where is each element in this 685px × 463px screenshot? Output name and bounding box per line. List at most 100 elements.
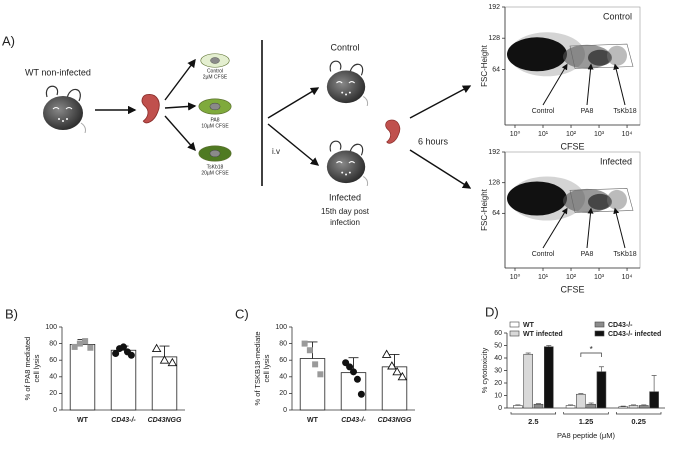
point	[87, 344, 94, 351]
x-tick-label: 10³	[594, 274, 605, 281]
bar	[618, 406, 628, 409]
point	[387, 361, 397, 370]
gate-arrow	[542, 63, 568, 106]
y-tick-label: 20	[279, 390, 287, 397]
x-axis-label: CFSE	[560, 141, 584, 151]
event-cloud	[588, 49, 612, 66]
y-axis-label: % of PA8 mediated	[23, 337, 32, 401]
point	[127, 351, 135, 359]
point	[357, 390, 365, 398]
y-tick-label: 100	[45, 324, 57, 331]
plot-title: Control	[603, 11, 632, 21]
event-cloud	[607, 45, 627, 66]
point	[82, 338, 89, 345]
x-tick-label: 10⁰	[510, 273, 521, 281]
y-tick-label: 40	[494, 355, 502, 362]
bar	[576, 393, 586, 409]
x-tick-label: 10⁴	[622, 131, 633, 138]
significance-bracket	[580, 352, 602, 357]
x-tick-label: CD43-/-	[341, 417, 366, 424]
gate-label: TsKb18	[613, 108, 636, 115]
mouse-label: WT non-infected	[25, 67, 91, 77]
group-note: infection	[330, 218, 360, 227]
mouse-icon	[42, 85, 87, 133]
arrow	[409, 149, 472, 189]
point	[76, 340, 83, 347]
gate-label: TsKb18	[613, 251, 636, 258]
panel-label: A)	[2, 33, 15, 48]
gate	[569, 188, 634, 213]
error-bar	[598, 366, 604, 372]
point	[350, 368, 357, 376]
legend-label: CD43-/-	[608, 322, 633, 329]
category-bracket	[615, 412, 662, 415]
event-cloud	[507, 181, 567, 216]
cell-name: Control	[207, 68, 223, 74]
gate-arrow	[586, 207, 594, 249]
point	[317, 371, 324, 378]
error-bar	[535, 403, 541, 405]
category-bracket	[563, 412, 609, 415]
point	[167, 357, 178, 367]
y-tick-label: 40	[49, 374, 57, 381]
point	[301, 340, 308, 347]
bar	[639, 405, 649, 409]
error-bar	[515, 404, 521, 406]
gate-arrow	[586, 63, 594, 106]
y-tick-label: 192	[488, 4, 500, 11]
bar	[628, 405, 639, 409]
error-bar	[525, 352, 531, 355]
y-tick-label: 30	[494, 367, 502, 374]
event-cloud	[588, 193, 612, 210]
legend-label: WT	[523, 322, 535, 329]
mouse-icon	[326, 60, 369, 106]
x-tick-label: 10¹	[538, 274, 549, 281]
bar	[586, 403, 596, 409]
legend-label: CD43-/- infected	[608, 331, 661, 338]
x-tick-label: CD43NGG	[378, 417, 412, 424]
point	[312, 361, 319, 368]
y-axis-label: FSC-Height	[480, 188, 489, 231]
group-note: 15th day post	[321, 207, 370, 216]
point	[71, 343, 78, 350]
point	[392, 366, 402, 376]
point	[151, 343, 162, 353]
x-tick-label: 10⁰	[510, 130, 521, 138]
arrow	[409, 85, 472, 119]
cell-dose: 10µM CFSE	[201, 123, 229, 129]
plot-title: Infected	[600, 156, 632, 166]
gate-label: PA8	[581, 108, 594, 115]
legend-swatch	[509, 321, 520, 328]
y-tick-label: 0	[498, 405, 502, 412]
significance-label: *	[590, 345, 593, 354]
title-box	[592, 154, 636, 168]
point	[112, 350, 120, 358]
bar	[565, 405, 576, 409]
point	[120, 343, 127, 351]
error-bar	[631, 404, 637, 406]
y-tick-label: 128	[488, 180, 500, 187]
error-bar	[620, 405, 626, 407]
gate-arrow	[542, 207, 568, 249]
legend-swatch	[594, 330, 605, 337]
gate-label: Control	[532, 251, 555, 258]
gate-label: Control	[532, 108, 555, 115]
event-cloud	[607, 189, 627, 210]
y-tick-label: 80	[279, 340, 287, 347]
legend-swatch	[509, 330, 520, 337]
bar	[544, 346, 554, 409]
event-cloud	[507, 37, 567, 72]
y-tick-label: 80	[49, 340, 57, 347]
route-label: i.v	[272, 147, 280, 156]
x-tick-label: 10²	[566, 131, 577, 138]
error-bar	[651, 375, 657, 392]
panel-label: C)	[235, 306, 249, 321]
error-bar	[641, 404, 647, 406]
cell-dose: 20µM CFSE	[201, 170, 229, 176]
y-tick-label: 64	[492, 210, 500, 217]
bar	[513, 405, 523, 409]
y-axis-label: % of TSKB18-mediate	[253, 331, 262, 405]
cell-icon	[198, 98, 232, 115]
x-tick-label: 2.5	[528, 417, 538, 426]
error-bar	[568, 404, 574, 406]
